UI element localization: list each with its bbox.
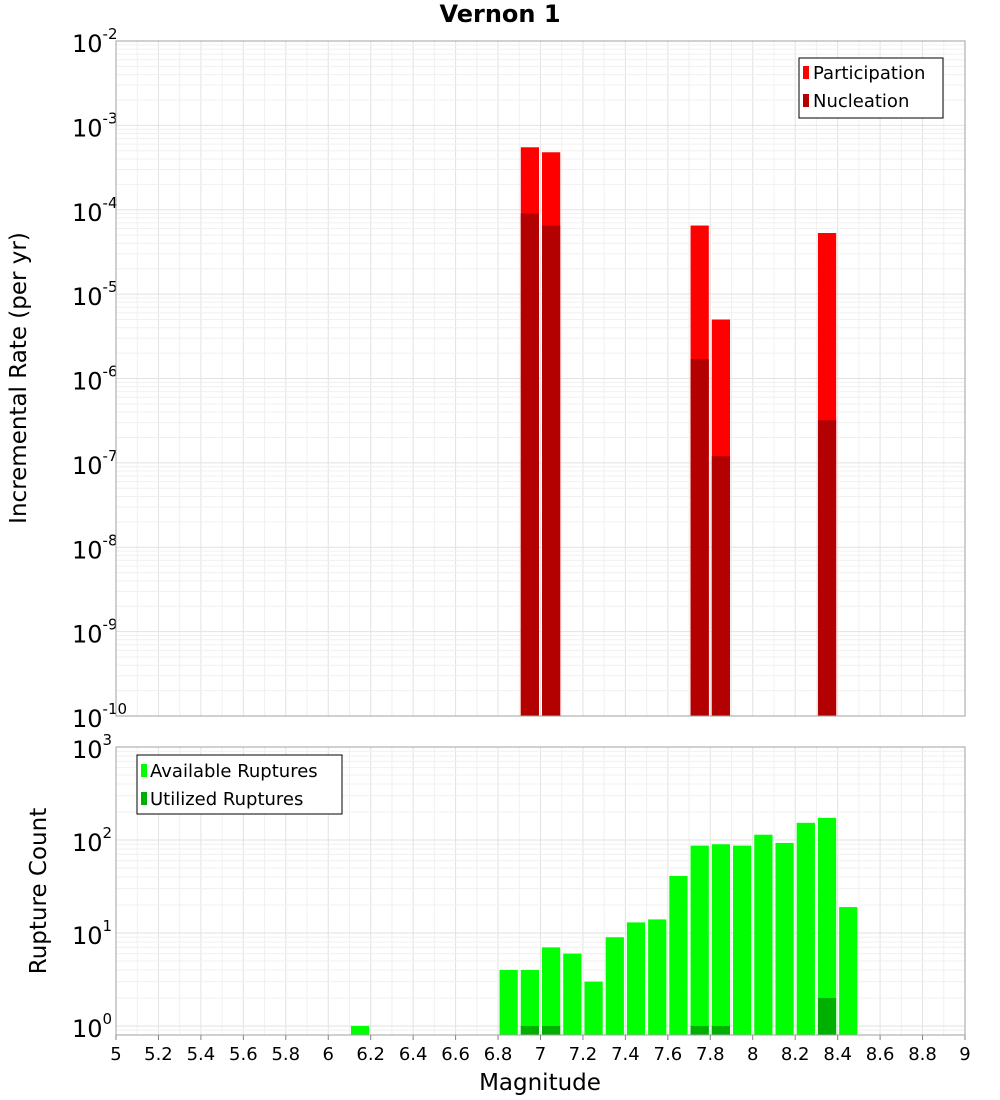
legend-swatch-participation	[803, 66, 809, 79]
bottom-legend: Available Ruptures Utilized Ruptures	[136, 754, 343, 815]
x-tick-label: 5.2	[144, 1044, 173, 1065]
legend-label-utilized: Utilized Ruptures	[150, 789, 303, 810]
bottom-bar-available-ruptures	[733, 845, 752, 1035]
bottom-bar-available-ruptures	[711, 844, 731, 1035]
x-tick-label: 5.6	[229, 1044, 258, 1065]
top-bar-nucleation	[520, 213, 539, 717]
bottom-bar-available-ruptures	[796, 822, 815, 1035]
top-grid	[115, 40, 966, 717]
x-tick-label: 5.8	[271, 1044, 300, 1065]
bottom-bar-utilized-ruptures	[690, 1025, 709, 1035]
x-tick-label: 6	[323, 1044, 334, 1065]
bottom-panel: 100 101 102 103 5 5.2 5.4 5.6 5.8 6 6.2 6.4 6.6 6.8 7…	[26, 731, 971, 1096]
legend-swatch-utilized	[141, 792, 147, 805]
bottom-bar-available-ruptures	[563, 953, 582, 1035]
top-y-tick-label: 10-2	[72, 25, 118, 58]
legend-label-available: Available Ruptures	[150, 761, 318, 782]
x-tick-label: 7.6	[654, 1044, 683, 1065]
x-tick-label: 7.4	[611, 1044, 640, 1065]
chart-title: Vernon 1	[439, 0, 560, 28]
x-tick-label: 6.8	[484, 1044, 513, 1065]
top-legend-box	[798, 57, 944, 119]
x-tick-label: 8.4	[823, 1044, 852, 1065]
bottom-bar-available-ruptures	[839, 907, 858, 1035]
bottom-bar-available-ruptures	[605, 937, 624, 1035]
top-y-tick-label: 10-6	[72, 363, 118, 396]
top-y-tick-label: 10-7	[72, 447, 118, 480]
x-axis-label: Magnitude	[479, 1070, 601, 1096]
top-y-ticks: 10-10 10-9 10-8 10-7 10-6 10-5 10-4 10-3 10-2	[72, 25, 127, 733]
top-bar-nucleation	[817, 420, 837, 716]
bottom-bar-available-ruptures	[584, 981, 603, 1035]
legend-swatch-nucleation	[803, 94, 809, 107]
legend-label-nucleation: Nucleation	[813, 91, 909, 112]
bottom-bar-utilized-ruptures	[542, 1025, 561, 1035]
bottom-y-tick-label: 102	[72, 824, 112, 857]
bottom-bar-available-ruptures	[817, 817, 837, 1035]
x-tick-label: 7	[535, 1044, 546, 1065]
bottom-plot-border	[115, 746, 966, 1036]
bottom-bar-utilized-ruptures	[711, 1025, 731, 1035]
x-tick-label: 6.6	[441, 1044, 470, 1065]
top-y-tick-label: 10-8	[72, 531, 118, 564]
x-tick-label: 8.2	[781, 1044, 810, 1065]
bottom-bar-available-ruptures	[775, 842, 794, 1035]
top-y-tick-label: 10-5	[72, 278, 118, 311]
x-tick-label: 7.2	[569, 1044, 598, 1065]
top-bar-nucleation	[542, 225, 561, 716]
bottom-bars	[350, 817, 858, 1035]
bottom-bar-available-ruptures	[690, 845, 709, 1035]
bottom-bar-utilized-ruptures	[520, 1025, 539, 1035]
bottom-y-tick-label: 101	[72, 917, 112, 950]
x-tick-label: 6.4	[399, 1044, 428, 1065]
bottom-legend-box	[136, 754, 343, 815]
bottom-bar-available-ruptures	[669, 876, 688, 1035]
top-y-axis-label: Incremental Rate (per yr)	[6, 232, 32, 524]
top-y-tick-label: 10-4	[72, 194, 118, 227]
bottom-y-tick-label: 103	[72, 731, 112, 764]
x-ticks: 5 5.2 5.4 5.6 5.8 6 6.2 6.4 6.6 6.8 7 7.2 7.4 7.6 7.8 8…	[110, 1035, 971, 1065]
x-tick-label: 8.6	[866, 1044, 895, 1065]
x-tick-label: 9	[959, 1044, 970, 1065]
bottom-y-ticks: 100 101 102 103	[72, 731, 112, 1043]
top-plot-border	[115, 40, 966, 717]
bottom-y-axis-label: Rupture Count	[26, 808, 52, 974]
legend-label-participation: Participation	[813, 63, 925, 84]
bottom-bar-available-ruptures	[648, 919, 667, 1035]
x-tick-label: 8.8	[908, 1044, 937, 1065]
x-tick-label: 6.2	[356, 1044, 385, 1065]
x-tick-label: 5.4	[187, 1044, 216, 1065]
x-tick-label: 8	[747, 1044, 758, 1065]
top-y-tick-label: 10-3	[72, 109, 118, 142]
top-y-tick-label: 10-9	[72, 616, 118, 649]
top-panel: 10-10 10-9 10-8 10-7 10-6 10-5 10-4 10-3 10-2 In…	[6, 25, 966, 733]
x-tick-label: 5	[110, 1044, 121, 1065]
top-y-tick-label: 10-10	[72, 700, 127, 733]
top-bars	[520, 147, 837, 717]
bottom-y-tick-label: 100	[72, 1010, 112, 1043]
bottom-bar-available-ruptures	[626, 922, 646, 1035]
legend-swatch-available	[141, 764, 147, 777]
top-bar-nucleation	[690, 359, 709, 716]
bottom-bar-available-ruptures	[499, 969, 518, 1035]
top-bar-nucleation	[711, 456, 731, 716]
bottom-bar-available-ruptures	[754, 834, 773, 1035]
x-tick-label: 7.8	[696, 1044, 725, 1065]
bottom-bar-utilized-ruptures	[817, 997, 837, 1035]
bottom-bar-available-ruptures	[350, 1025, 370, 1035]
top-legend: Participation Nucleation	[798, 57, 944, 119]
bottom-bar-available-ruptures	[542, 947, 561, 1035]
bottom-bar-available-ruptures	[520, 969, 539, 1035]
